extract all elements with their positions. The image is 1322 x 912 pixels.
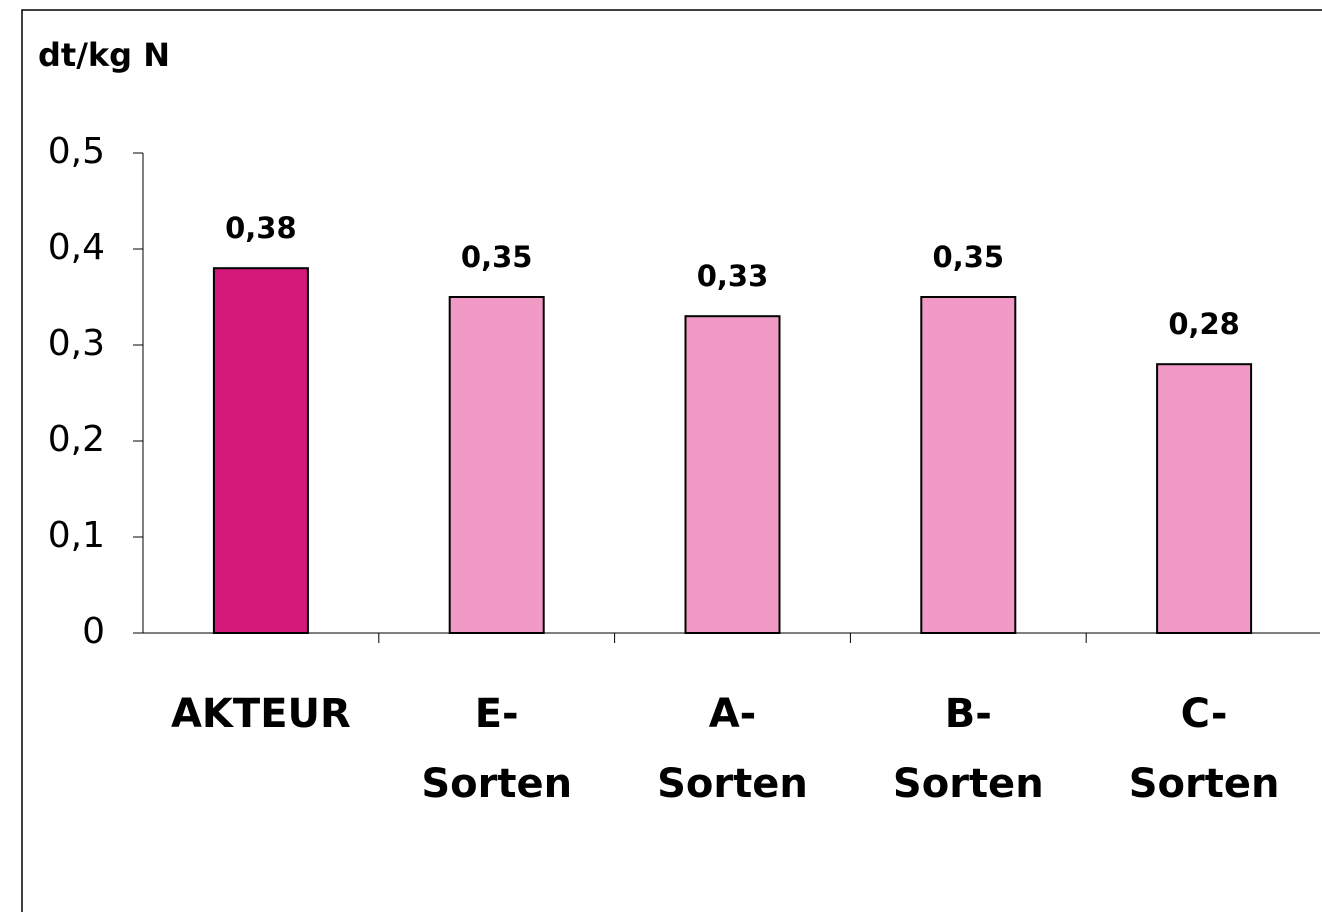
x-tick-label: C-Sorten xyxy=(1129,691,1280,807)
y-axis-label: dt/kg N xyxy=(38,36,170,74)
y-tick-label: 0,5 xyxy=(48,131,105,172)
x-tick-label: AKTEUR xyxy=(171,691,351,737)
y-tick-label: 0,1 xyxy=(48,515,105,556)
value-label: 0,35 xyxy=(933,240,1005,274)
value-label: 0,38 xyxy=(225,211,297,245)
y-tick-label: 0,3 xyxy=(48,323,105,364)
bar xyxy=(1156,363,1253,634)
bar xyxy=(212,267,309,634)
y-tick-label: 0,2 xyxy=(48,419,105,460)
x-tick-label: E-Sorten xyxy=(421,691,572,807)
value-label: 0,35 xyxy=(461,240,533,274)
bar xyxy=(448,296,545,634)
y-tick-label: 0 xyxy=(82,611,105,652)
value-label: 0,28 xyxy=(1168,307,1240,341)
y-tick-label: 0,4 xyxy=(48,227,105,268)
value-label: 0,33 xyxy=(697,259,769,293)
bar xyxy=(684,315,781,634)
bar xyxy=(920,296,1017,634)
x-tick-label: A-Sorten xyxy=(657,691,808,807)
frame xyxy=(21,9,1322,912)
x-tick-label: B-Sorten xyxy=(893,691,1044,807)
